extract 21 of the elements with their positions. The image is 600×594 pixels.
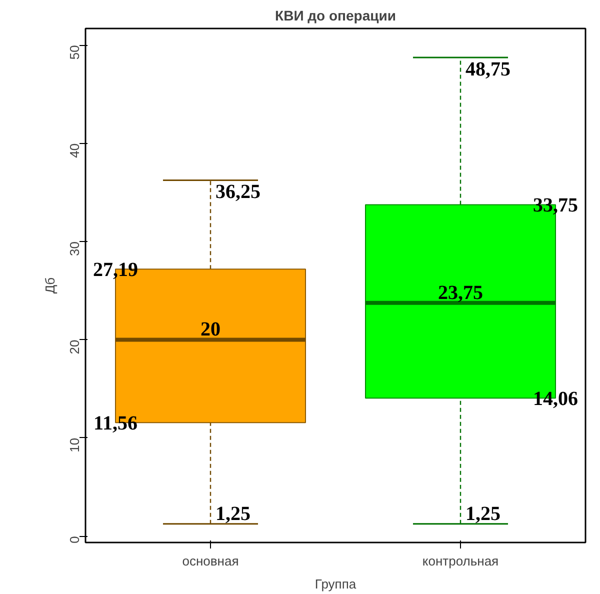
- annotation: 14,06: [533, 388, 578, 410]
- y-tick-label: 40: [67, 143, 82, 158]
- annotation: 1,25: [466, 502, 500, 525]
- annotation: 23,75: [438, 282, 483, 304]
- x-tick-label: контрольная: [422, 554, 499, 568]
- y-tick-label: 50: [67, 45, 82, 60]
- annotation: 33,75: [533, 194, 578, 217]
- y-tick-label: 0: [67, 536, 82, 544]
- annotation: 1,25: [216, 502, 250, 525]
- y-tick-label: 30: [67, 242, 82, 256]
- annotation: 27,19: [93, 259, 138, 282]
- y-axis-title: Дб: [42, 277, 58, 294]
- annotation: 48,75: [466, 58, 510, 80]
- annotation: 11,56: [94, 412, 138, 435]
- chart-title: КВИ до операции: [275, 8, 396, 24]
- y-tick-label: 20: [67, 340, 82, 354]
- x-axis-title: Группа: [314, 576, 357, 592]
- annotation: 20: [200, 318, 220, 341]
- y-tick-label: 10: [67, 438, 82, 452]
- x-tick-label: основная: [182, 554, 239, 568]
- annotation: 36,25: [216, 181, 260, 204]
